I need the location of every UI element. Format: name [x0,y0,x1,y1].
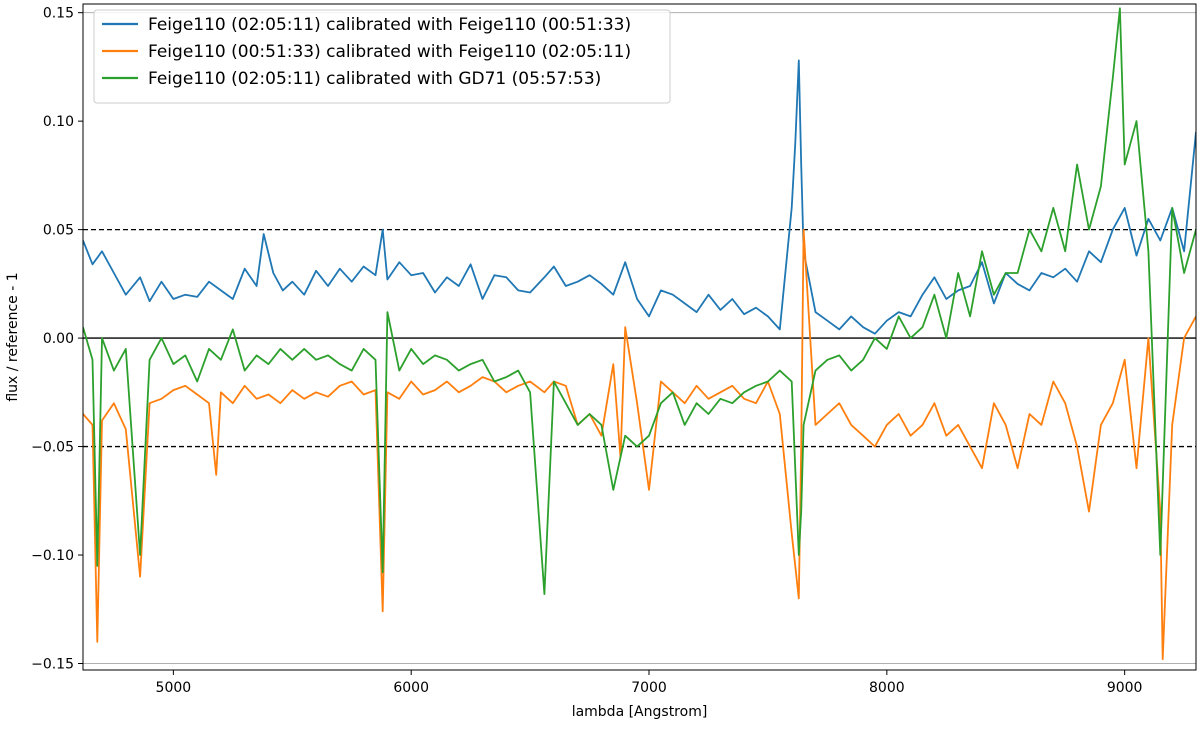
x-tick-label: 6000 [393,680,429,696]
y-tick-label: 0.10 [43,114,74,130]
x-tick-label: 8000 [869,680,905,696]
y-axis-label: flux / reference - 1 [5,272,21,401]
x-tick-label: 9000 [1107,680,1143,696]
legend-entry-2: Feige110 (00:51:33) calibrated with Feig… [148,42,631,62]
legend-box [93,9,671,104]
x-axis: 5000 6000 7000 8000 9000 [156,670,1143,696]
y-tick-label: −0.05 [31,440,74,456]
y-tick-label: 0.15 [43,6,74,22]
y-axis: −0.15 −0.10 −0.05 0.00 0.05 0.10 0.15 [31,6,83,672]
y-tick-label: 0.00 [43,331,74,347]
y-tick-label: 0.05 [43,223,74,239]
series-line-1 [83,59,1196,335]
x-tick-label: 5000 [156,680,192,696]
y-tick-label: −0.10 [31,548,74,564]
series-line-2 [83,228,1196,661]
y-tick-label: −0.15 [31,656,74,672]
series-layer [83,7,1196,661]
plot-frame [82,3,1197,671]
legend-entry-3: Feige110 (02:05:11) calibrated with GD71… [148,69,601,89]
x-tick-label: 7000 [631,680,667,696]
legend-entry-1: Feige110 (02:05:11) calibrated with Feig… [148,15,631,35]
x-axis-label: lambda [Angstrom] [572,704,708,720]
series-line-3 [83,7,1196,595]
legend: Feige110 (02:05:11) calibrated with Feig… [93,9,671,104]
